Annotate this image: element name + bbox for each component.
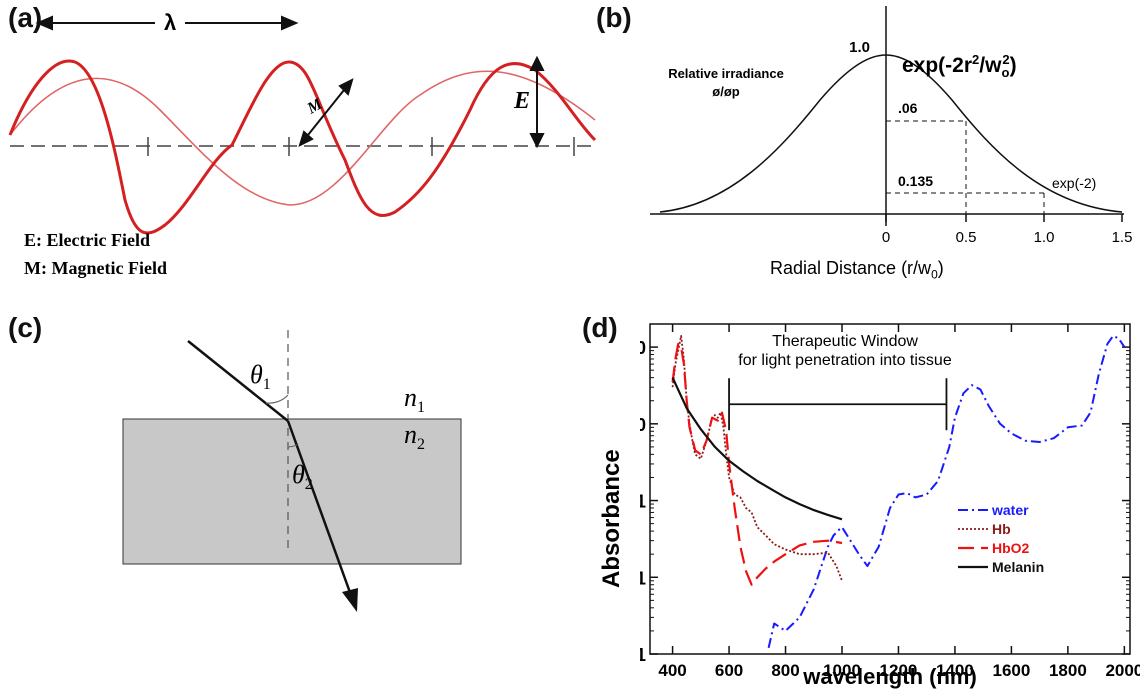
magnetic-wave xyxy=(9,70,596,206)
electric-wave xyxy=(8,59,597,235)
level-label-06: .06 xyxy=(898,100,918,116)
panel-label-a: (a) xyxy=(8,2,43,33)
x-tick-1.0: 1.0 xyxy=(1034,229,1055,246)
e-marker: E xyxy=(514,88,531,114)
level-label-0135: 0.135 xyxy=(898,173,933,189)
plot-frame xyxy=(649,323,1131,655)
theta1-symbol: θ xyxy=(250,360,263,389)
ylabel-line1: Relative irradiance xyxy=(668,66,784,81)
panel-label-b: (b) xyxy=(596,2,632,33)
formula-base: exp(-2r xyxy=(902,54,973,77)
refracted-ray-arrowhead xyxy=(342,588,358,612)
formula-sub: o xyxy=(1001,65,1010,81)
y-tick-label: 0.1 xyxy=(640,568,646,588)
n1-label: n1 xyxy=(404,383,425,417)
peak-label: 1.0 xyxy=(849,39,870,56)
series-line-hb xyxy=(671,335,843,582)
y-tick-label: 10 xyxy=(640,415,646,435)
absorbance-ylabel: Absorbance xyxy=(598,449,625,588)
n1-symbol: n xyxy=(404,383,417,412)
x-tick-label: 2000 xyxy=(1105,661,1140,680)
x-tick-label: 1000 xyxy=(823,661,861,680)
n2-sub: 2 xyxy=(417,436,425,454)
m-amplitude-arrow xyxy=(298,78,354,147)
absorbance-chart: 0.01 0.1 1 10 100 400 600 800 1000 1200 1400 1600 1… xyxy=(640,323,1140,689)
exp-minus2-label: exp(-2) xyxy=(1052,175,1096,191)
legend-label-water: water xyxy=(991,502,1029,518)
series-line-melanin xyxy=(671,377,843,521)
x-tick-label: 600 xyxy=(715,661,743,680)
legend-electric-field: E: Electric Field xyxy=(24,230,150,250)
x-tick-1.5: 1.5 xyxy=(1112,229,1133,246)
y-tick-label: 1 xyxy=(640,492,646,512)
x-tick-label: 1400 xyxy=(936,661,974,680)
theta1-sub: 1 xyxy=(262,376,271,394)
x-tick-label: 1800 xyxy=(1049,661,1087,680)
y-tick-label: 100 xyxy=(640,338,646,358)
gaussian-profile-plot: 0 0.5 1.0 1.5 1.0 .06 0.135 exp(-2) Rela… xyxy=(650,6,1133,246)
legend-magnetic-field: M: Magnetic Field xyxy=(24,258,167,278)
n2-symbol: n xyxy=(404,420,417,449)
legend-label-melanin: Melanin xyxy=(992,559,1044,575)
wavelength-arrow xyxy=(35,15,299,31)
xlabel-main: Radial Distance (r/w xyxy=(770,258,932,278)
xlabel-end: ) xyxy=(937,258,944,278)
theta2-label: θ2 xyxy=(292,460,313,494)
y-tick-label: 0.01 xyxy=(640,645,646,665)
formula-sup1: 2 xyxy=(972,52,980,67)
formula-sup2: 2 xyxy=(1002,52,1010,67)
therapeutic-window-line2: for light penetration into tissue xyxy=(738,352,952,369)
x-tick-label: 800 xyxy=(771,661,799,680)
theta2-sub: 2 xyxy=(304,476,313,494)
panel-label-d: (d) xyxy=(582,312,618,343)
theta2-symbol: θ xyxy=(292,460,305,489)
refracted-ray xyxy=(286,420,354,599)
ylabel-line2: ø/øp xyxy=(712,84,739,99)
radial-distance-label: Radial Distance (r/w0) xyxy=(770,258,944,282)
n1-sub: 1 xyxy=(417,399,425,417)
formula-mid: /w xyxy=(979,54,1002,77)
x-tick-label: 1600 xyxy=(992,661,1030,680)
gaussian-formula: exp(-2r2/wo2) xyxy=(902,52,1017,80)
n2-label: n2 xyxy=(404,420,425,454)
formula-end: ) xyxy=(1009,54,1017,77)
x-tick-label: 1200 xyxy=(880,661,918,680)
em-wave-diagram xyxy=(8,15,597,235)
xlabel-sub: 0 xyxy=(931,267,938,282)
legend-label-hb: Hb xyxy=(992,521,1011,537)
therapeutic-window-bracket xyxy=(728,378,948,431)
theta1-arc xyxy=(265,394,289,404)
refraction-diagram xyxy=(122,330,462,612)
medium-n2-block xyxy=(122,418,462,565)
legend-label-hbo2: HbO2 xyxy=(992,540,1030,556)
incident-ray xyxy=(187,340,289,422)
theta1-label: θ1 xyxy=(250,360,271,394)
e-amplitude-arrow xyxy=(529,55,545,149)
gaussian-curve xyxy=(659,54,1123,213)
series-line-hbo2 xyxy=(671,342,843,586)
lambda-symbol: λ xyxy=(164,10,177,35)
axis-ticks xyxy=(147,137,575,156)
theta2-arc xyxy=(287,444,298,448)
x-tick-0: 0 xyxy=(882,229,890,246)
panel-label-c: (c) xyxy=(8,312,43,343)
x-tick-0.5: 0.5 xyxy=(956,229,977,246)
therapeutic-window-line1: Therapeutic Window xyxy=(772,333,918,350)
x-axis-label: wavelength (nm) xyxy=(802,664,977,689)
x-tick-label: 400 xyxy=(658,661,686,680)
